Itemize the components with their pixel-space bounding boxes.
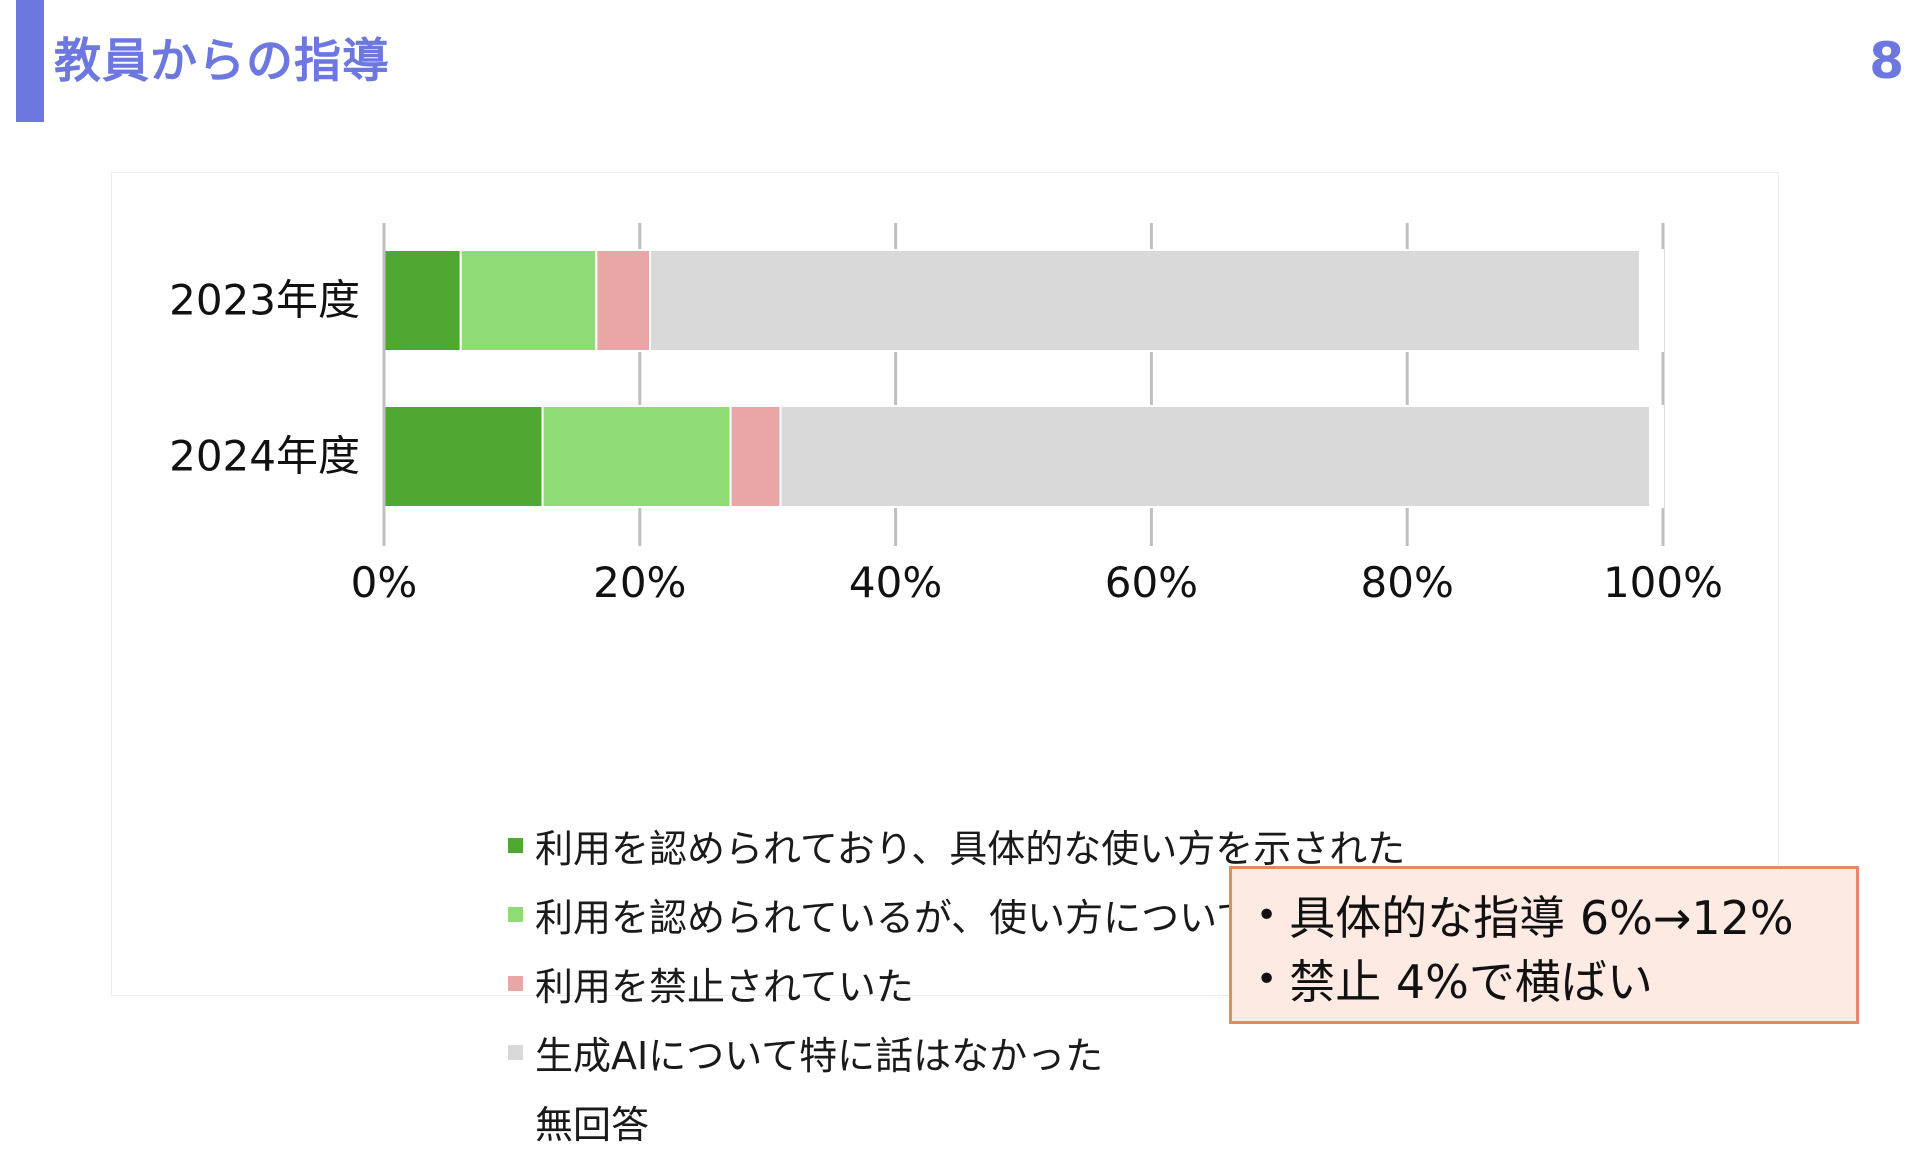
legend-item: 無回答 (508, 1087, 1557, 1156)
legend-swatch (508, 838, 523, 853)
x-tick-label: 20% (593, 558, 686, 607)
bar-segment (1649, 405, 1664, 508)
bar-segment (1638, 249, 1665, 352)
bar-segment (729, 405, 782, 508)
note-line-1: • 具体的な指導 6%→12% (1256, 883, 1856, 947)
legend-swatch (508, 976, 523, 991)
bar-segment (595, 249, 652, 352)
x-tick-label: 80% (1361, 558, 1454, 607)
legend-item: 利用を禁止されていた (508, 949, 1557, 1018)
page-title: 教員からの指導 (54, 34, 390, 89)
stacked-bar-chart: 2023年度 2024年度 0% 20% 40% 60% 80% 100% (169, 223, 1723, 607)
category-label: 2024年度 (169, 432, 360, 481)
x-tick-label: 60% (1105, 558, 1198, 607)
category-label: 2023年度 (169, 276, 360, 325)
bar-segment (459, 249, 598, 352)
legend-label: 生成AIについて特に話はなかった (535, 1034, 1104, 1078)
legend-item: 生成AIについて特に話はなかった (508, 1018, 1557, 1087)
legend-label: 利用を禁止されていた (535, 965, 914, 1009)
legend-item: 利用を認められており、具体的な使い方を示された (508, 811, 1557, 880)
bullet-icon: • (1256, 894, 1278, 936)
legend-label: 無回答 (535, 1103, 650, 1147)
legend-label: 利用を認められており、具体的な使い方を示された (535, 827, 1406, 871)
x-tick-label: 40% (849, 558, 942, 607)
page-number: 8 (1869, 32, 1904, 90)
bullet-icon: • (1256, 958, 1278, 1000)
x-tick-label: 0% (351, 558, 418, 607)
note-text-1: 具体的な指導 6%→12% (1289, 891, 1794, 945)
bar-segment (383, 249, 462, 352)
legend-swatch (508, 1114, 523, 1129)
legend-swatch (508, 1045, 523, 1060)
bar-segment (779, 405, 1652, 508)
bar-segment (383, 405, 544, 508)
note-text-2: 禁止 4%で横ばい (1289, 955, 1653, 1009)
bar-segment (541, 405, 732, 508)
chart-frame: 2023年度 2024年度 0% 20% 40% 60% 80% 100% 利用を認められてお… (111, 172, 1779, 1147)
bar-segment (649, 249, 1641, 352)
legend-swatch (508, 907, 523, 922)
x-tick-label: 100% (1603, 558, 1723, 607)
note-line-2: • 禁止 4%で横ばい (1256, 947, 1856, 1011)
title-accent-bar (16, 0, 44, 122)
summary-note: • 具体的な指導 6%→12% • 禁止 4%で横ばい (1229, 866, 1859, 1024)
